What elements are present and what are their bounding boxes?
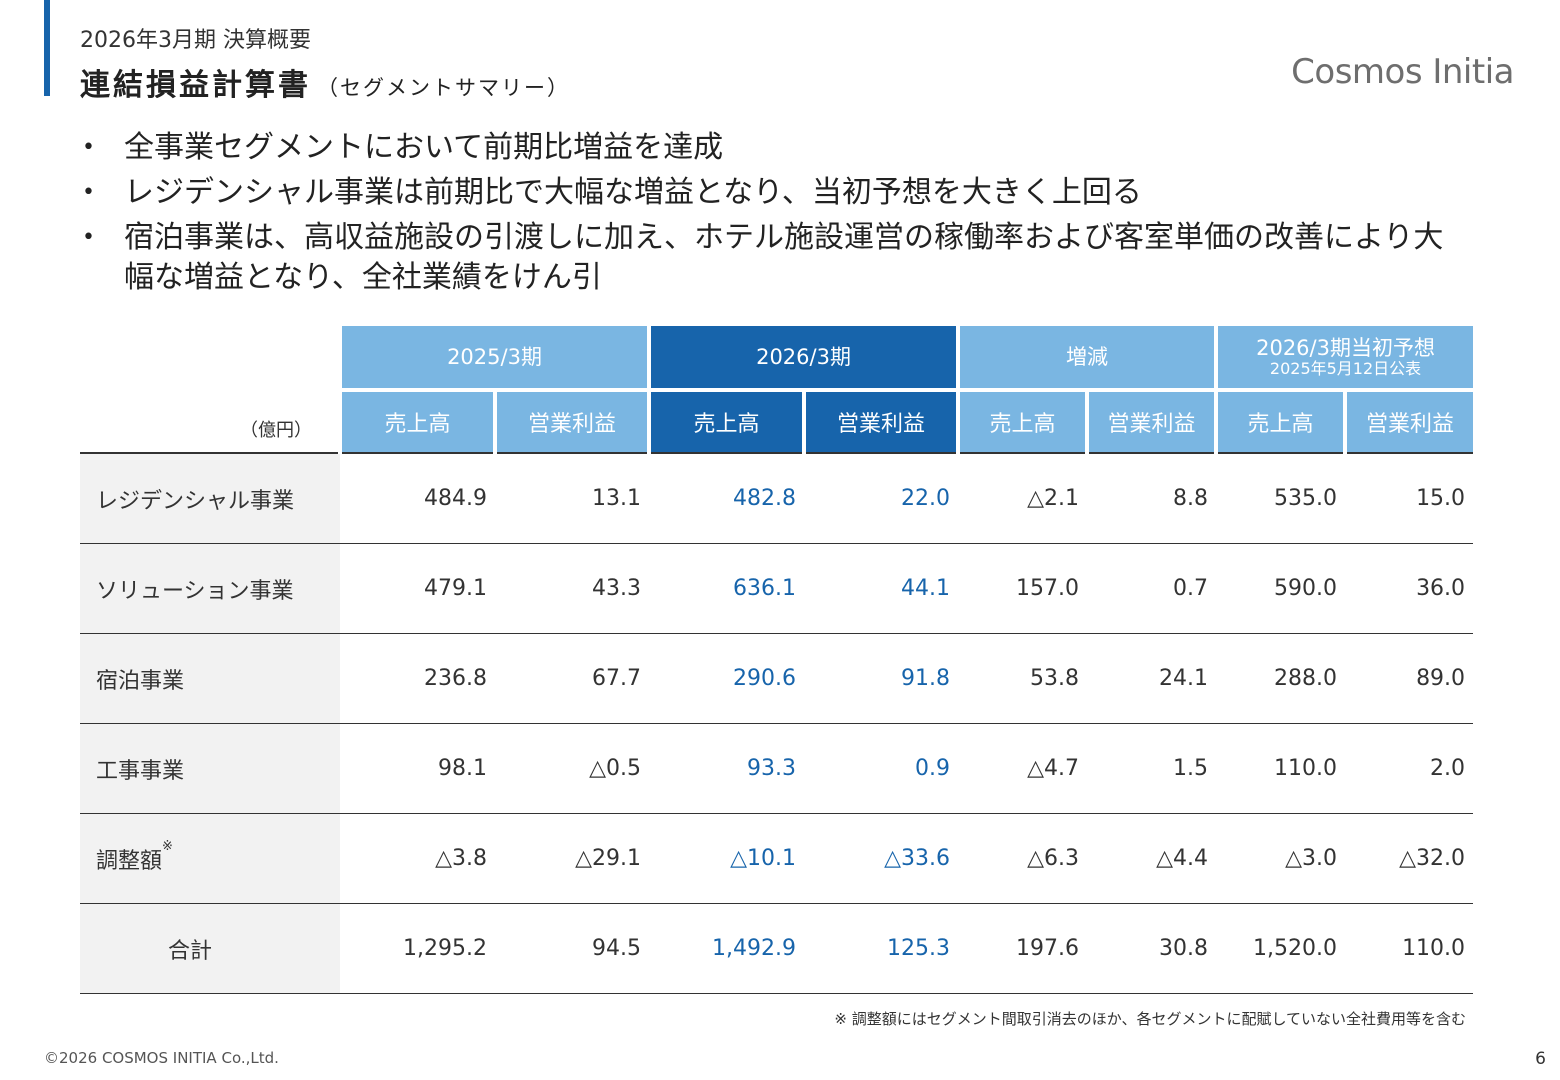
table-cell: 30.8 bbox=[1087, 903, 1217, 994]
table-cell: 636.1 bbox=[649, 543, 805, 634]
table-cell: △4.4 bbox=[1087, 813, 1217, 904]
table-cell: 288.0 bbox=[1216, 633, 1346, 724]
table-cell: 1.5 bbox=[1087, 723, 1217, 814]
table-cell: 1,520.0 bbox=[1216, 903, 1346, 994]
table-cell: △29.1 bbox=[495, 813, 650, 904]
table-cell: 125.3 bbox=[804, 903, 959, 994]
group-header-forecast: 2026/3期当初予想 2025年5月12日公表 bbox=[1214, 326, 1474, 392]
table-cell: △3.0 bbox=[1216, 813, 1346, 904]
table-cell: △0.5 bbox=[495, 723, 650, 814]
forecast-date-note: 2025年5月12日公表 bbox=[1269, 359, 1422, 378]
subheader-operating-profit: 営業利益 bbox=[1085, 390, 1217, 454]
row-label: ソリューション事業 bbox=[80, 543, 340, 634]
table-cell: 110.0 bbox=[1345, 903, 1474, 994]
table-cell: 479.1 bbox=[340, 543, 495, 634]
page-title: 連結損益計算書 （セグメントサマリー） bbox=[80, 60, 570, 104]
table-cell: 236.8 bbox=[340, 633, 495, 724]
subheader-sales: 売上高 bbox=[338, 390, 495, 454]
bullet-item: • 宿泊事業は、高収益施設の引渡しに加え、ホテル施設運営の稼働率および客室単価の改… bbox=[82, 220, 1444, 295]
table-row: 調整額※ △3.8 △29.1 △10.1 △33.6 △6.3 △4.4 △3… bbox=[80, 813, 1474, 904]
row-label-total: 合計 bbox=[80, 903, 340, 994]
table-cell: 290.6 bbox=[649, 633, 805, 724]
table-cell: 13.1 bbox=[495, 453, 650, 544]
subheader-operating-profit: 営業利益 bbox=[492, 390, 650, 454]
table-cell: 91.8 bbox=[804, 633, 959, 724]
table-cell: △3.8 bbox=[340, 813, 495, 904]
table-cell: 24.1 bbox=[1087, 633, 1217, 724]
bullet-marker: • bbox=[82, 180, 95, 205]
table-cell: 110.0 bbox=[1216, 723, 1346, 814]
page-subtitle: 2026年3月期 決算概要 bbox=[80, 28, 311, 53]
table-cell: 93.3 bbox=[649, 723, 805, 814]
table-cell: 484.9 bbox=[340, 453, 495, 544]
table-cell: 94.5 bbox=[495, 903, 650, 994]
table-cell: △2.1 bbox=[958, 453, 1088, 544]
table-cell: 157.0 bbox=[958, 543, 1088, 634]
table-cell: 44.1 bbox=[804, 543, 959, 634]
unit-label: （億円） bbox=[80, 326, 340, 454]
table-row-total: 合計 1,295.2 94.5 1,492.9 125.3 197.6 30.8… bbox=[80, 903, 1474, 994]
table-cell: 15.0 bbox=[1345, 453, 1474, 544]
page-number: 6 bbox=[1535, 1049, 1546, 1069]
segment-summary-table: （億円） 2025/3期 2026/3期 増減 2026/3期当初予想 2025年… bbox=[80, 326, 1474, 994]
table-cell: △6.3 bbox=[958, 813, 1088, 904]
table-cell: 1,295.2 bbox=[340, 903, 495, 994]
table-row: 工事事業 98.1 △0.5 93.3 0.9 △4.7 1.5 110.0 2… bbox=[80, 723, 1474, 814]
table-cell: 98.1 bbox=[340, 723, 495, 814]
table-cell: 2.0 bbox=[1345, 723, 1474, 814]
subheader-operating-profit: 営業利益 bbox=[802, 390, 959, 454]
row-label: 宿泊事業 bbox=[80, 633, 340, 724]
adjustment-footnote: ※ 調整額にはセグメント間取引消去のほか、各セグメントに配賦していない全社費用等… bbox=[834, 1010, 1466, 1028]
table-cell: 535.0 bbox=[1216, 453, 1346, 544]
table-cell: 590.0 bbox=[1216, 543, 1346, 634]
table-cell: 0.9 bbox=[804, 723, 959, 814]
table-cell: 53.8 bbox=[958, 633, 1088, 724]
table-cell: 197.6 bbox=[958, 903, 1088, 994]
table-cell: 1,492.9 bbox=[649, 903, 805, 994]
table-row: レジデンシャル事業 484.9 13.1 482.8 22.0 △2.1 8.8… bbox=[80, 453, 1474, 544]
table-cell: △10.1 bbox=[649, 813, 805, 904]
company-logo: Cosmos Initia bbox=[1291, 52, 1514, 92]
summary-bullets: • 全事業セグメントにおいて前期比増益を達成 • レジデンシャル事業は前期比で大幅な… bbox=[80, 128, 1460, 303]
table-cell: 89.0 bbox=[1345, 633, 1474, 724]
subheader-sales: 売上高 bbox=[647, 390, 805, 454]
copyright: ©2026 COSMOS INITIA Co.,Ltd. bbox=[44, 1049, 279, 1067]
table-cell: 36.0 bbox=[1345, 543, 1474, 634]
table-cell: 43.3 bbox=[495, 543, 650, 634]
group-header-change: 増減 bbox=[956, 326, 1217, 392]
row-label: 工事事業 bbox=[80, 723, 340, 814]
subheader-sales: 売上高 bbox=[1214, 390, 1346, 454]
bullet-item: • レジデンシャル事業は前期比で大幅な増益となり、当初予想を大きく上回る bbox=[80, 173, 1460, 213]
table-cell: 482.8 bbox=[649, 453, 805, 544]
group-header-current: 2026/3期 bbox=[647, 326, 959, 392]
table-cell: △4.7 bbox=[958, 723, 1088, 814]
title-accent-bar bbox=[44, 0, 50, 96]
subheader-sales: 売上高 bbox=[956, 390, 1088, 454]
bullet-item: • 全事業セグメントにおいて前期比増益を達成 bbox=[80, 128, 1460, 168]
row-label: レジデンシャル事業 bbox=[80, 453, 340, 544]
title-main: 連結損益計算書 bbox=[80, 68, 311, 103]
bullet-marker: • bbox=[82, 225, 95, 250]
table-cell: △32.0 bbox=[1345, 813, 1474, 904]
footnote-mark: ※ bbox=[162, 838, 173, 854]
group-header-prior: 2025/3期 bbox=[337, 326, 650, 392]
bullet-marker: • bbox=[82, 135, 95, 160]
table-cell: 22.0 bbox=[804, 453, 959, 544]
table-row: 宿泊事業 236.8 67.7 290.6 91.8 53.8 24.1 288… bbox=[80, 633, 1474, 724]
subheader-operating-profit: 営業利益 bbox=[1343, 390, 1474, 454]
row-label: 調整額※ bbox=[80, 813, 340, 904]
title-suffix: （セグメントサマリー） bbox=[317, 76, 570, 100]
table-cell: 8.8 bbox=[1087, 453, 1217, 544]
table-cell: △33.6 bbox=[804, 813, 959, 904]
table-cell: 67.7 bbox=[495, 633, 650, 724]
table-cell: 0.7 bbox=[1087, 543, 1217, 634]
table-row: ソリューション事業 479.1 43.3 636.1 44.1 157.0 0.… bbox=[80, 543, 1474, 634]
